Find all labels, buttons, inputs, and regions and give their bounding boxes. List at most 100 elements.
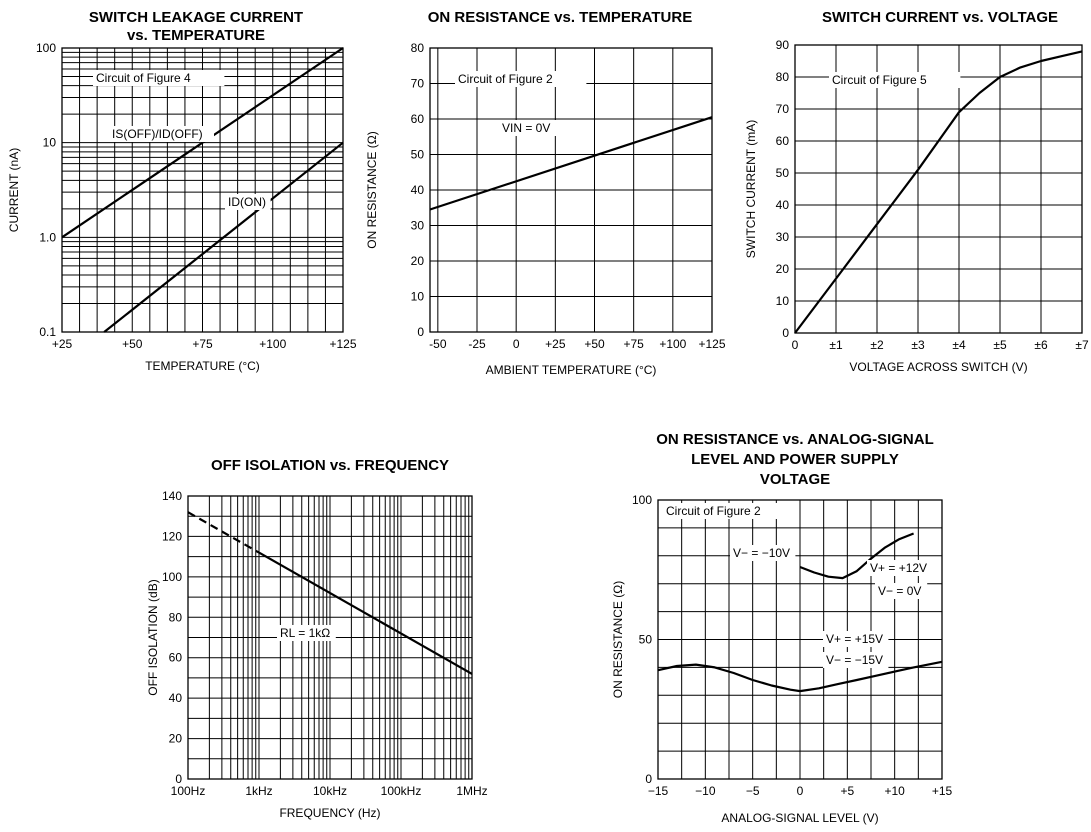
annotation-bg [93,70,225,86]
y-tick-label: 70 [776,102,790,116]
grid [188,496,472,779]
y-axis-label: ON RESISTANCE (Ω) [365,131,379,248]
annotation-bg [455,71,587,87]
series-line-2 [258,551,473,675]
y-tick-label: 100 [162,570,182,584]
x-tick-label: ±2 [870,338,884,352]
x-tick-label: -25 [468,337,486,351]
chart-title: vs. TEMPERATURE [127,27,265,44]
annotation-bg [225,194,271,210]
series-line-2 [103,141,344,333]
chart-title: OFF ISOLATION vs. FREQUENCY [211,457,449,474]
x-tick-label: +75 [192,337,213,351]
y-tick-label: 100 [632,493,652,507]
x-tick-label: 0 [792,338,799,352]
annotation-bg [277,625,336,641]
y-tick-label: 60 [169,651,183,665]
series-line-1 [657,660,943,693]
chart-title: LEVEL AND POWER SUPPLY [691,451,899,468]
y-tick-label: 120 [162,529,182,543]
chart-title: ON RESISTANCE vs. ANALOG-SIGNAL [656,431,934,448]
plot-frame [794,44,1083,334]
annotation-bg [663,503,795,519]
x-axis-label: FREQUENCY (Hz) [279,806,380,820]
y-tick-label: 10 [776,294,790,308]
x-tick-label: +5 [840,784,854,798]
chart-title: SWITCH LEAKAGE CURRENT [89,9,303,26]
x-tick-label: 100Hz [171,784,206,798]
y-tick-label: 10 [411,290,425,304]
x-tick-label: -50 [429,337,447,351]
y-tick-label: 20 [169,732,183,746]
y-tick-label: 0 [645,772,652,786]
y-tick-label: 100 [36,41,56,55]
annotation: V− = −15V [826,653,883,667]
grid [658,500,942,779]
y-axis-label: OFF ISOLATION (dB) [146,579,160,695]
annotation: V− = −10V [733,546,790,560]
x-tick-label: 0 [513,337,520,351]
grid [62,48,343,332]
chart-3: SWITCH CURRENT vs. VOLTAGE 0 ±1 ±2 ±3 ±4 ±5 ±6 ±… [744,9,1089,374]
y-tick-label: 60 [411,112,425,126]
y-axis-label: SWITCH CURRENT (mA) [744,120,758,258]
chart-2: ON RESISTANCE vs. TEMPERATURE -50 -25 0 +25 +… [365,9,726,377]
y-axis-label: ON RESISTANCE (Ω) [611,581,625,698]
y-tick-label: 30 [776,230,790,244]
x-axis-label: TEMPERATURE (°C) [145,359,260,373]
x-tick-label: 10kHz [313,784,347,798]
annotation: Circuit of Figure 5 [832,73,927,87]
annotation: V+ = +15V [826,632,883,646]
y-tick-label: 140 [162,489,182,503]
annotation: V+ = +12V [870,561,927,575]
x-tick-label: +100 [259,337,286,351]
plot-frame [61,47,344,333]
y-tick-label: 40 [169,691,183,705]
annotation: V− = 0V [878,584,921,598]
annotation-bg [829,72,961,88]
y-axis-label: CURRENT (nA) [7,148,21,232]
annotation-bg [730,545,796,561]
x-axis-label: VOLTAGE ACROSS SWITCH (V) [849,360,1027,374]
series-line-1 [61,47,344,239]
annotation: IS(OFF)/ID(OFF) [112,127,203,141]
y-tick-label: 0 [175,772,182,786]
x-tick-label: −10 [695,784,716,798]
plot-frame [429,47,713,333]
y-tick-label: 0 [782,326,789,340]
x-tick-label: 0 [797,784,804,798]
series-line-2 [799,532,915,580]
y-tick-label: 70 [411,77,425,91]
y-tick-label: 40 [411,183,425,197]
x-tick-label: +25 [545,337,566,351]
annotation-bg [109,126,214,142]
annotation-bg [867,560,933,576]
annotation: Circuit of Figure 2 [458,72,553,86]
x-tick-label: 100kHz [381,784,422,798]
y-tick-label: 20 [411,254,425,268]
x-tick-label: +125 [698,337,725,351]
y-tick-label: 50 [776,166,790,180]
annotation: RL = 1kΩ [280,626,330,640]
y-tick-label: 20 [776,262,790,276]
annotation: VIN = 0V [502,121,550,135]
annotation: Circuit of Figure 4 [96,71,191,85]
annotation-bg [875,583,928,599]
y-tick-label: 0.1 [39,325,56,339]
y-tick-label: 10 [43,136,57,150]
y-tick-label: 60 [776,134,790,148]
annotation-bg [823,652,889,668]
series-line-1 [794,50,1083,334]
y-tick-label: 80 [776,70,790,84]
annotation: ID(ON) [228,195,266,209]
x-axis-label: ANALOG-SIGNAL LEVEL (V) [721,811,878,825]
x-tick-label: +50 [584,337,605,351]
x-tick-label: ±5 [993,338,1007,352]
x-tick-label: 1kHz [245,784,272,798]
x-tick-label: +10 [884,784,905,798]
x-tick-label: +15 [932,784,953,798]
x-tick-label: ±7 [1075,338,1089,352]
x-tick-label: ±4 [952,338,966,352]
